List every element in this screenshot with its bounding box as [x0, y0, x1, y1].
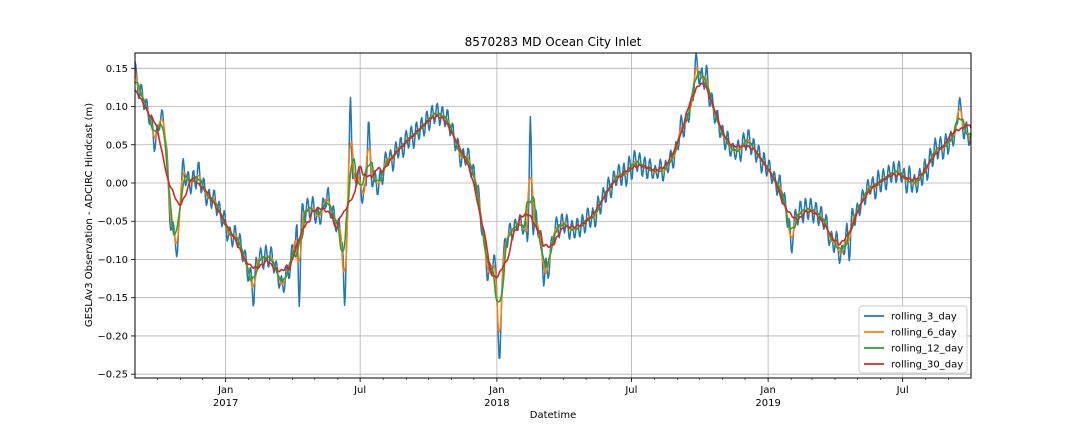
y-tick-label: −0.20 — [97, 331, 128, 342]
x-axis: Jan 2017 Jul Jan 2018 Jul Jan 2019 Jul — [156, 378, 950, 409]
legend-label: rolling_6_day — [891, 328, 957, 339]
chart-title: 8570283 MD Ocean City Inlet — [465, 35, 642, 49]
legend-label: rolling_3_day — [891, 312, 957, 323]
y-tick-label: 0.05 — [106, 140, 128, 151]
x-tick-year-label: 2017 — [213, 398, 238, 409]
legend-label: rolling_12_day — [891, 344, 963, 355]
y-tick-label: 0.10 — [106, 102, 128, 113]
plot-frame — [134, 52, 972, 379]
series-line-rolling-30-day — [134, 82, 972, 279]
x-tick-year-label: 2018 — [484, 398, 509, 409]
y-tick-label: −0.15 — [97, 293, 128, 304]
x-tick-label: Jul — [353, 385, 366, 396]
x-tick-label: Jan — [759, 385, 775, 396]
y-axis-title: GESLAv3 Observation - ADCIRC Hindcast (m… — [84, 103, 95, 327]
y-tick-label: −0.25 — [97, 370, 128, 381]
y-tick-label: −0.10 — [97, 255, 128, 266]
x-tick-year-label: 2019 — [755, 398, 780, 409]
legend-box — [858, 305, 968, 374]
x-tick-label: Jan — [488, 385, 504, 396]
grid-lines — [135, 53, 971, 378]
series-lines — [134, 52, 972, 360]
y-tick-label: −0.05 — [97, 217, 128, 228]
x-tick-label: Jul — [896, 385, 909, 396]
x-tick-label: Jan — [217, 385, 233, 396]
x-axis-title: Datetime — [530, 410, 577, 421]
legend: rolling_3_day rolling_6_day rolling_12_day… — [858, 305, 968, 374]
legend-label: rolling_30_day — [891, 360, 963, 371]
series-line-rolling-3-day — [134, 52, 972, 360]
x-tick-label: Jul — [624, 385, 637, 396]
y-tick-label: 0.15 — [106, 64, 128, 75]
y-tick-label: 0.00 — [106, 179, 128, 190]
y-axis: −0.25 −0.20 −0.15 −0.10 −0.05 0.00 0.05 0.10 0.1… — [97, 64, 135, 381]
series-line-rolling-12-day — [134, 70, 972, 303]
